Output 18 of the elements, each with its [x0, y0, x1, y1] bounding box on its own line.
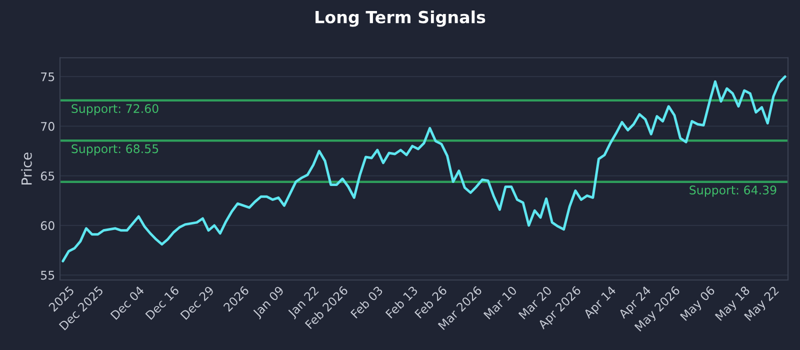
y-tick-label: 60	[40, 221, 54, 230]
ref-line-label: Support: 68.55	[72, 144, 158, 156]
line-series	[62, 75, 786, 262]
x-tick-label: Apr 14	[582, 286, 618, 321]
y-tick-label: 65	[40, 172, 54, 180]
y-tick-label: 55	[41, 270, 54, 280]
y-axis-title: Price	[21, 152, 32, 184]
x-tick-label: Jan 09	[252, 286, 286, 320]
y-tick-label: 70	[41, 122, 54, 131]
ref-line-label: Support: 72.60	[72, 104, 158, 116]
x-tick-label: Dec 29	[180, 286, 214, 320]
x-tick-label: Mar 10	[483, 286, 518, 320]
x-tick-label: Dec 04	[110, 285, 145, 320]
x-tick-label: Dec 16	[145, 286, 180, 320]
ref-line-label: Support: 64.39	[690, 186, 776, 197]
x-tick-label: Feb 03	[350, 286, 384, 319]
y-tick-label: 75	[41, 72, 54, 82]
chart-title: Long Term Signals	[316, 10, 486, 27]
